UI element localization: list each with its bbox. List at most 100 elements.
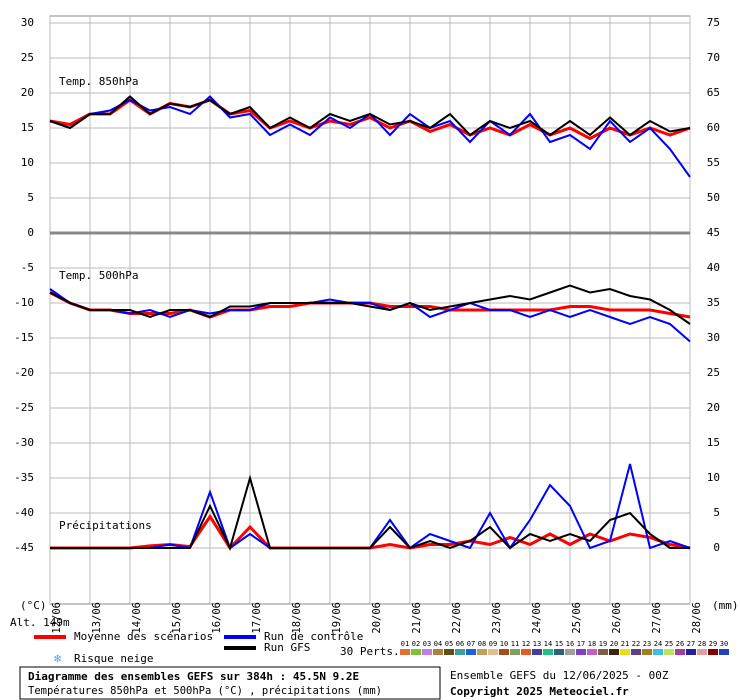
perturbation-swatch [653,649,663,655]
series-line [49,288,691,343]
chart-title: Diagramme des ensembles GEFS sur 384h : … [28,670,359,683]
perturbation-label: 13 [533,640,541,648]
y2-tick-label: 65 [707,86,720,99]
perturbation-label: 27 [687,640,695,648]
y2-tick-label: 55 [707,156,720,169]
perturbation-swatch [664,649,674,655]
perturbation-swatch [587,649,597,655]
perturbation-label: 12 [522,640,530,648]
perturbation-swatch [598,649,608,655]
y-tick-label: -35 [14,471,34,484]
perturbation-swatch [565,649,575,655]
series-line [50,474,690,551]
y-tick-label: 0 [27,226,34,239]
altitude: Alt. 149m [10,616,70,629]
y2-tick-label: 0 [713,541,720,554]
perturbation-swatch [642,649,652,655]
perturbation-swatch [609,649,619,655]
series-line [49,95,691,137]
perturbation-label: 03 [423,640,431,648]
perturbation-label: 14 [544,640,552,648]
y-tick-label: -25 [14,401,34,414]
perturbation-label: 19 [599,640,607,648]
y-tick-label: -30 [14,436,34,449]
y2-axis-label: (mm) [712,599,739,612]
perturbation-label: 30 [720,640,728,648]
perturbation-swatch [719,649,729,655]
x-tick-label: 27/06 [651,602,663,634]
y-tick-label: 30 [21,16,34,29]
y2-tick-label: 5 [713,506,720,519]
perturbation-label: 29 [709,640,717,648]
y2-tick-label: 60 [707,121,720,134]
panel-label: Temp. 500hPa [59,269,138,282]
y-tick-label: -20 [14,366,34,379]
perturbation-swatch [697,649,707,655]
x-tick-label: 16/06 [211,602,223,634]
perturbation-label: 18 [588,640,596,648]
perturbation-label: 25 [665,640,673,648]
perturbation-swatch [411,649,421,655]
y-tick-label: 10 [21,156,34,169]
panel-label: Précipitations [59,519,152,532]
perturbation-label: 02 [412,640,420,648]
perturbation-label: 17 [577,640,585,648]
perturbation-label: 15 [555,640,563,648]
perturbation-label: 20 [610,640,618,648]
y-tick-label: -5 [21,261,34,274]
x-tick-label: 12/06 [51,602,63,634]
perturbation-label: 10 [500,640,508,648]
y2-tick-label: 40 [707,261,720,274]
x-tick-label: 25/06 [571,602,583,634]
perturbation-label: 24 [654,640,662,648]
perturbation-swatch [488,649,498,655]
perturbation-swatch [444,649,454,655]
y2-tick-label: 35 [707,296,720,309]
x-tick-label: 19/06 [331,602,343,634]
perturbation-label: 01 [401,640,409,648]
run-info: Ensemble GEFS du 12/06/2025 - 00Z [450,669,669,682]
y2-tick-label: 50 [707,191,720,204]
perturbation-swatch [620,649,630,655]
perturbation-swatch [554,649,564,655]
perturbation-label: 22 [632,640,640,648]
y-tick-label: -10 [14,296,34,309]
snow-legend: Risque neige [74,652,153,665]
x-tick-label: 23/06 [491,602,503,634]
legend-label: Moyenne des scénarios [74,630,213,643]
perturbations-label: 30 Perts. [340,645,400,658]
perturbation-label: 16 [566,640,574,648]
x-tick-label: 13/06 [91,602,103,634]
copyright: Copyright 2025 Meteociel.fr [450,685,629,698]
y-tick-label: -45 [14,541,34,554]
legend-label: Run de contrôle [264,630,363,643]
y-tick-label: 20 [21,86,34,99]
y-tick-label: 5 [27,191,34,204]
y-tick-label: -40 [14,506,34,519]
y-tick-label: 25 [21,51,34,64]
perturbation-swatch [477,649,487,655]
perturbation-swatch [499,649,509,655]
perturbation-label: 06 [456,640,464,648]
y2-tick-label: 75 [707,16,720,29]
y2-tick-label: 10 [707,471,720,484]
perturbation-swatch [543,649,553,655]
y2-tick-label: 20 [707,401,720,414]
perturbation-label: 11 [511,640,519,648]
perturbation-label: 09 [489,640,497,648]
x-tick-label: 20/06 [371,602,383,634]
perturbation-label: 08 [478,640,486,648]
y-axis-label: (°C) [20,599,47,612]
perturbation-label: 26 [676,640,684,648]
series-line [49,284,691,325]
x-tick-label: 21/06 [411,602,423,634]
x-tick-label: 15/06 [171,602,183,634]
x-tick-label: 17/06 [251,602,263,634]
panel-label: Temp. 850hPa [59,75,138,88]
perturbation-label: 05 [445,640,453,648]
perturbation-label: 21 [621,640,629,648]
x-tick-label: 24/06 [531,602,543,634]
perturbation-swatch [675,649,685,655]
perturbation-swatch [532,649,542,655]
